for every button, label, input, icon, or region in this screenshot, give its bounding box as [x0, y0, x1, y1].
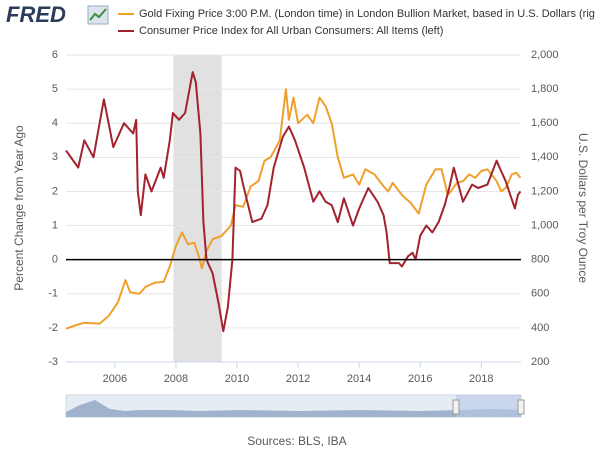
- y2-tick-label: 1,400: [531, 151, 559, 163]
- y-tick-label: 2: [52, 185, 58, 197]
- y-tick-label: 5: [52, 83, 58, 95]
- y2-tick-label: 400: [531, 322, 549, 334]
- y-tick-label: -1: [48, 288, 58, 300]
- x-tick-label: 2006: [103, 373, 127, 385]
- y-tick-label: -3: [48, 356, 58, 368]
- logo-icon-line: [89, 8, 107, 21]
- y2-tick-label: 200: [531, 356, 549, 368]
- y2-tick-label: 1,800: [531, 83, 559, 95]
- source: Sources: BLS, IBA: [247, 434, 346, 448]
- y2-tick-label: 2,000: [531, 49, 559, 61]
- y2-tick-label: 1,200: [531, 185, 559, 197]
- x-tick-label: 2016: [408, 373, 432, 385]
- logo: FRED: [6, 2, 66, 27]
- legend-label: Consumer Price Index for All Urban Consu…: [139, 25, 443, 37]
- navigator-selection: [456, 395, 521, 417]
- y-tick-label: 0: [52, 254, 58, 266]
- y-tick-label: 1: [52, 219, 58, 231]
- navigator-area: [66, 400, 521, 417]
- x-tick-label: 2018: [469, 373, 493, 385]
- y2-tick-label: 1,600: [531, 117, 559, 129]
- y2-tick-label: 800: [531, 254, 549, 266]
- navigator-handle[interactable]: [517, 399, 525, 415]
- y2-tick-label: 600: [531, 288, 549, 300]
- y-tick-label: -2: [48, 322, 58, 334]
- y-tick-label: 3: [52, 151, 58, 163]
- y-tick-label: 4: [52, 117, 58, 129]
- series-line: [65, 71, 522, 333]
- navigator-handle[interactable]: [452, 399, 460, 415]
- series-line: [65, 88, 522, 330]
- y-axis-title: Percent Change from Year Ago: [12, 125, 26, 291]
- y-tick-label: 6: [52, 49, 58, 61]
- y2-tick-label: 1,000: [531, 219, 559, 231]
- y2-axis-title: U.S. Dollars per Troy Ounce: [576, 133, 590, 283]
- logo-icon: [87, 5, 109, 25]
- legend-label: Gold Fixing Price 3:00 P.M. (London time…: [139, 8, 595, 20]
- x-tick-label: 2010: [225, 373, 249, 385]
- x-tick-label: 2012: [286, 373, 310, 385]
- x-tick-label: 2014: [347, 373, 371, 385]
- x-tick-label: 2008: [164, 373, 188, 385]
